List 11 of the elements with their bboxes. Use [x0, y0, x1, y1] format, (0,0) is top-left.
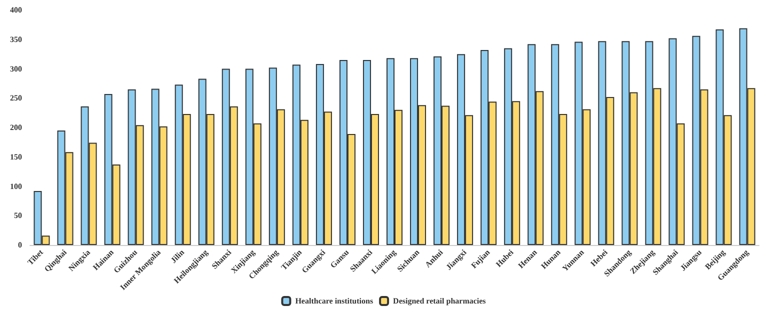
legend-label: Designed retail pharmacies — [393, 296, 486, 306]
y-tick-label: 250 — [10, 94, 22, 103]
y-tick-label: 200 — [10, 123, 22, 132]
y-tick-label: 0 — [18, 240, 22, 250]
y-tick-label: 400 — [10, 6, 22, 14]
y-tick-label: 150 — [10, 152, 22, 162]
y-tick-label: 100 — [10, 182, 22, 191]
legend-label: Healthcare institutions — [295, 296, 374, 306]
y-tick-label: 300 — [10, 64, 22, 74]
y-tick-label: 50 — [14, 211, 22, 220]
y-tick-label: 350 — [10, 34, 22, 44]
